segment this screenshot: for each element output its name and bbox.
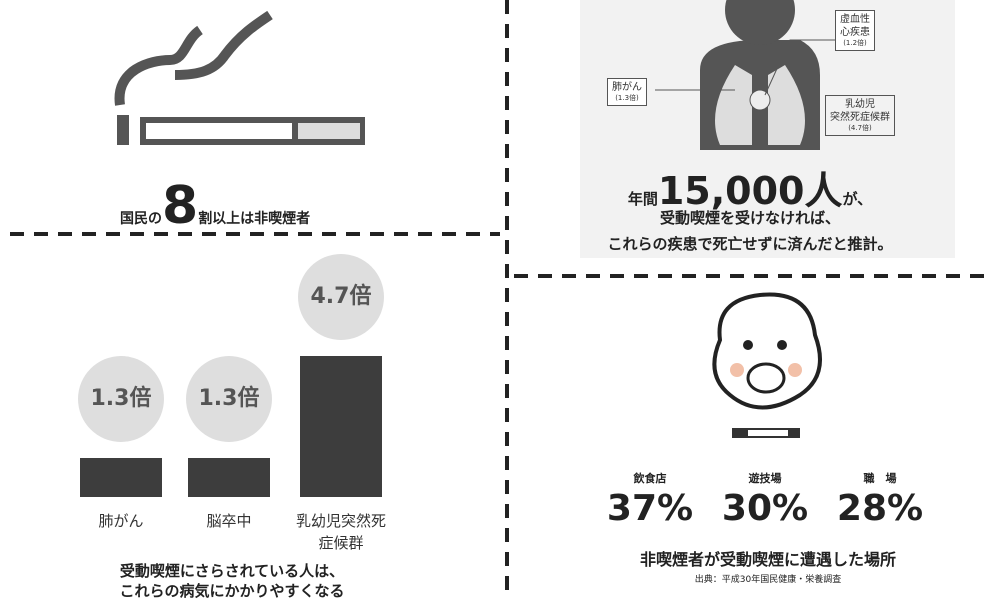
cigarette — [114, 10, 365, 145]
headline-line: これらの疾患で死亡せずに済んだと推計。 — [607, 235, 893, 253]
source: 出典：平成30年国民健康・栄養調査 — [694, 575, 842, 585]
chart-caption: これらの病気にかかりやすくなる — [119, 582, 345, 600]
headline-line: 受動喫煙を受けなければ、 — [659, 209, 841, 227]
disease-ratio: (1.3倍) — [615, 94, 639, 102]
category-label: 脳卒中 — [206, 512, 252, 530]
place-rate: 28% — [836, 488, 924, 529]
headline-number: 15,000人 — [657, 169, 843, 213]
place-name: 職 場 — [863, 472, 897, 485]
place-name: 遊技場 — [748, 472, 782, 485]
disease-name: 乳幼児 — [845, 99, 875, 110]
disease-name: 肺がん — [612, 82, 642, 93]
disease-name: 虚血性 — [840, 14, 870, 25]
disease-name: 突然死症候群 — [830, 112, 890, 123]
headline: 年間15,000人が、 — [628, 160, 872, 215]
headline-prefix: 年間 — [627, 190, 658, 208]
place-rate: 37% — [606, 488, 694, 529]
disease-ratio: (4.7倍) — [848, 124, 872, 132]
value-circle: 1.3倍 — [186, 356, 272, 442]
value-circle: 4.7倍 — [298, 254, 384, 340]
face-illustration — [712, 292, 822, 438]
bar — [300, 356, 382, 497]
disease-box: 乳幼児突然死症候群 (4.7倍) — [825, 95, 895, 136]
disease-ratio: (1.2倍) — [843, 39, 867, 47]
category-label: 乳幼児突然死症候群 — [295, 512, 386, 552]
dividers — [10, 0, 992, 595]
bar — [188, 458, 270, 497]
lung-figure — [580, 0, 955, 258]
disease-box: 肺がん (1.3倍) — [607, 78, 647, 106]
places-caption: 非喫煙者が受動喫煙に遭遇した場所 — [639, 550, 897, 569]
bar — [80, 458, 162, 497]
disease-box: 虚血性心疾患 (1.2倍) — [835, 10, 875, 51]
caption: 国民の8割以上は非喫煙者 — [120, 176, 310, 236]
value-circle: 1.3倍 — [78, 356, 164, 442]
place-rate: 30% — [721, 488, 809, 529]
chart-caption: 受動喫煙にさらされている人は、 — [119, 562, 345, 580]
place-name: 飲食店 — [633, 472, 667, 485]
caption-suffix: 割以上は非喫煙者 — [198, 211, 311, 227]
category-label: 肺がん — [98, 512, 144, 530]
headline-suffix: が、 — [842, 190, 873, 208]
caption-prefix: 国民の — [120, 211, 162, 227]
caption-number: 8 — [162, 176, 199, 236]
disease-name: 心疾患 — [840, 27, 870, 38]
